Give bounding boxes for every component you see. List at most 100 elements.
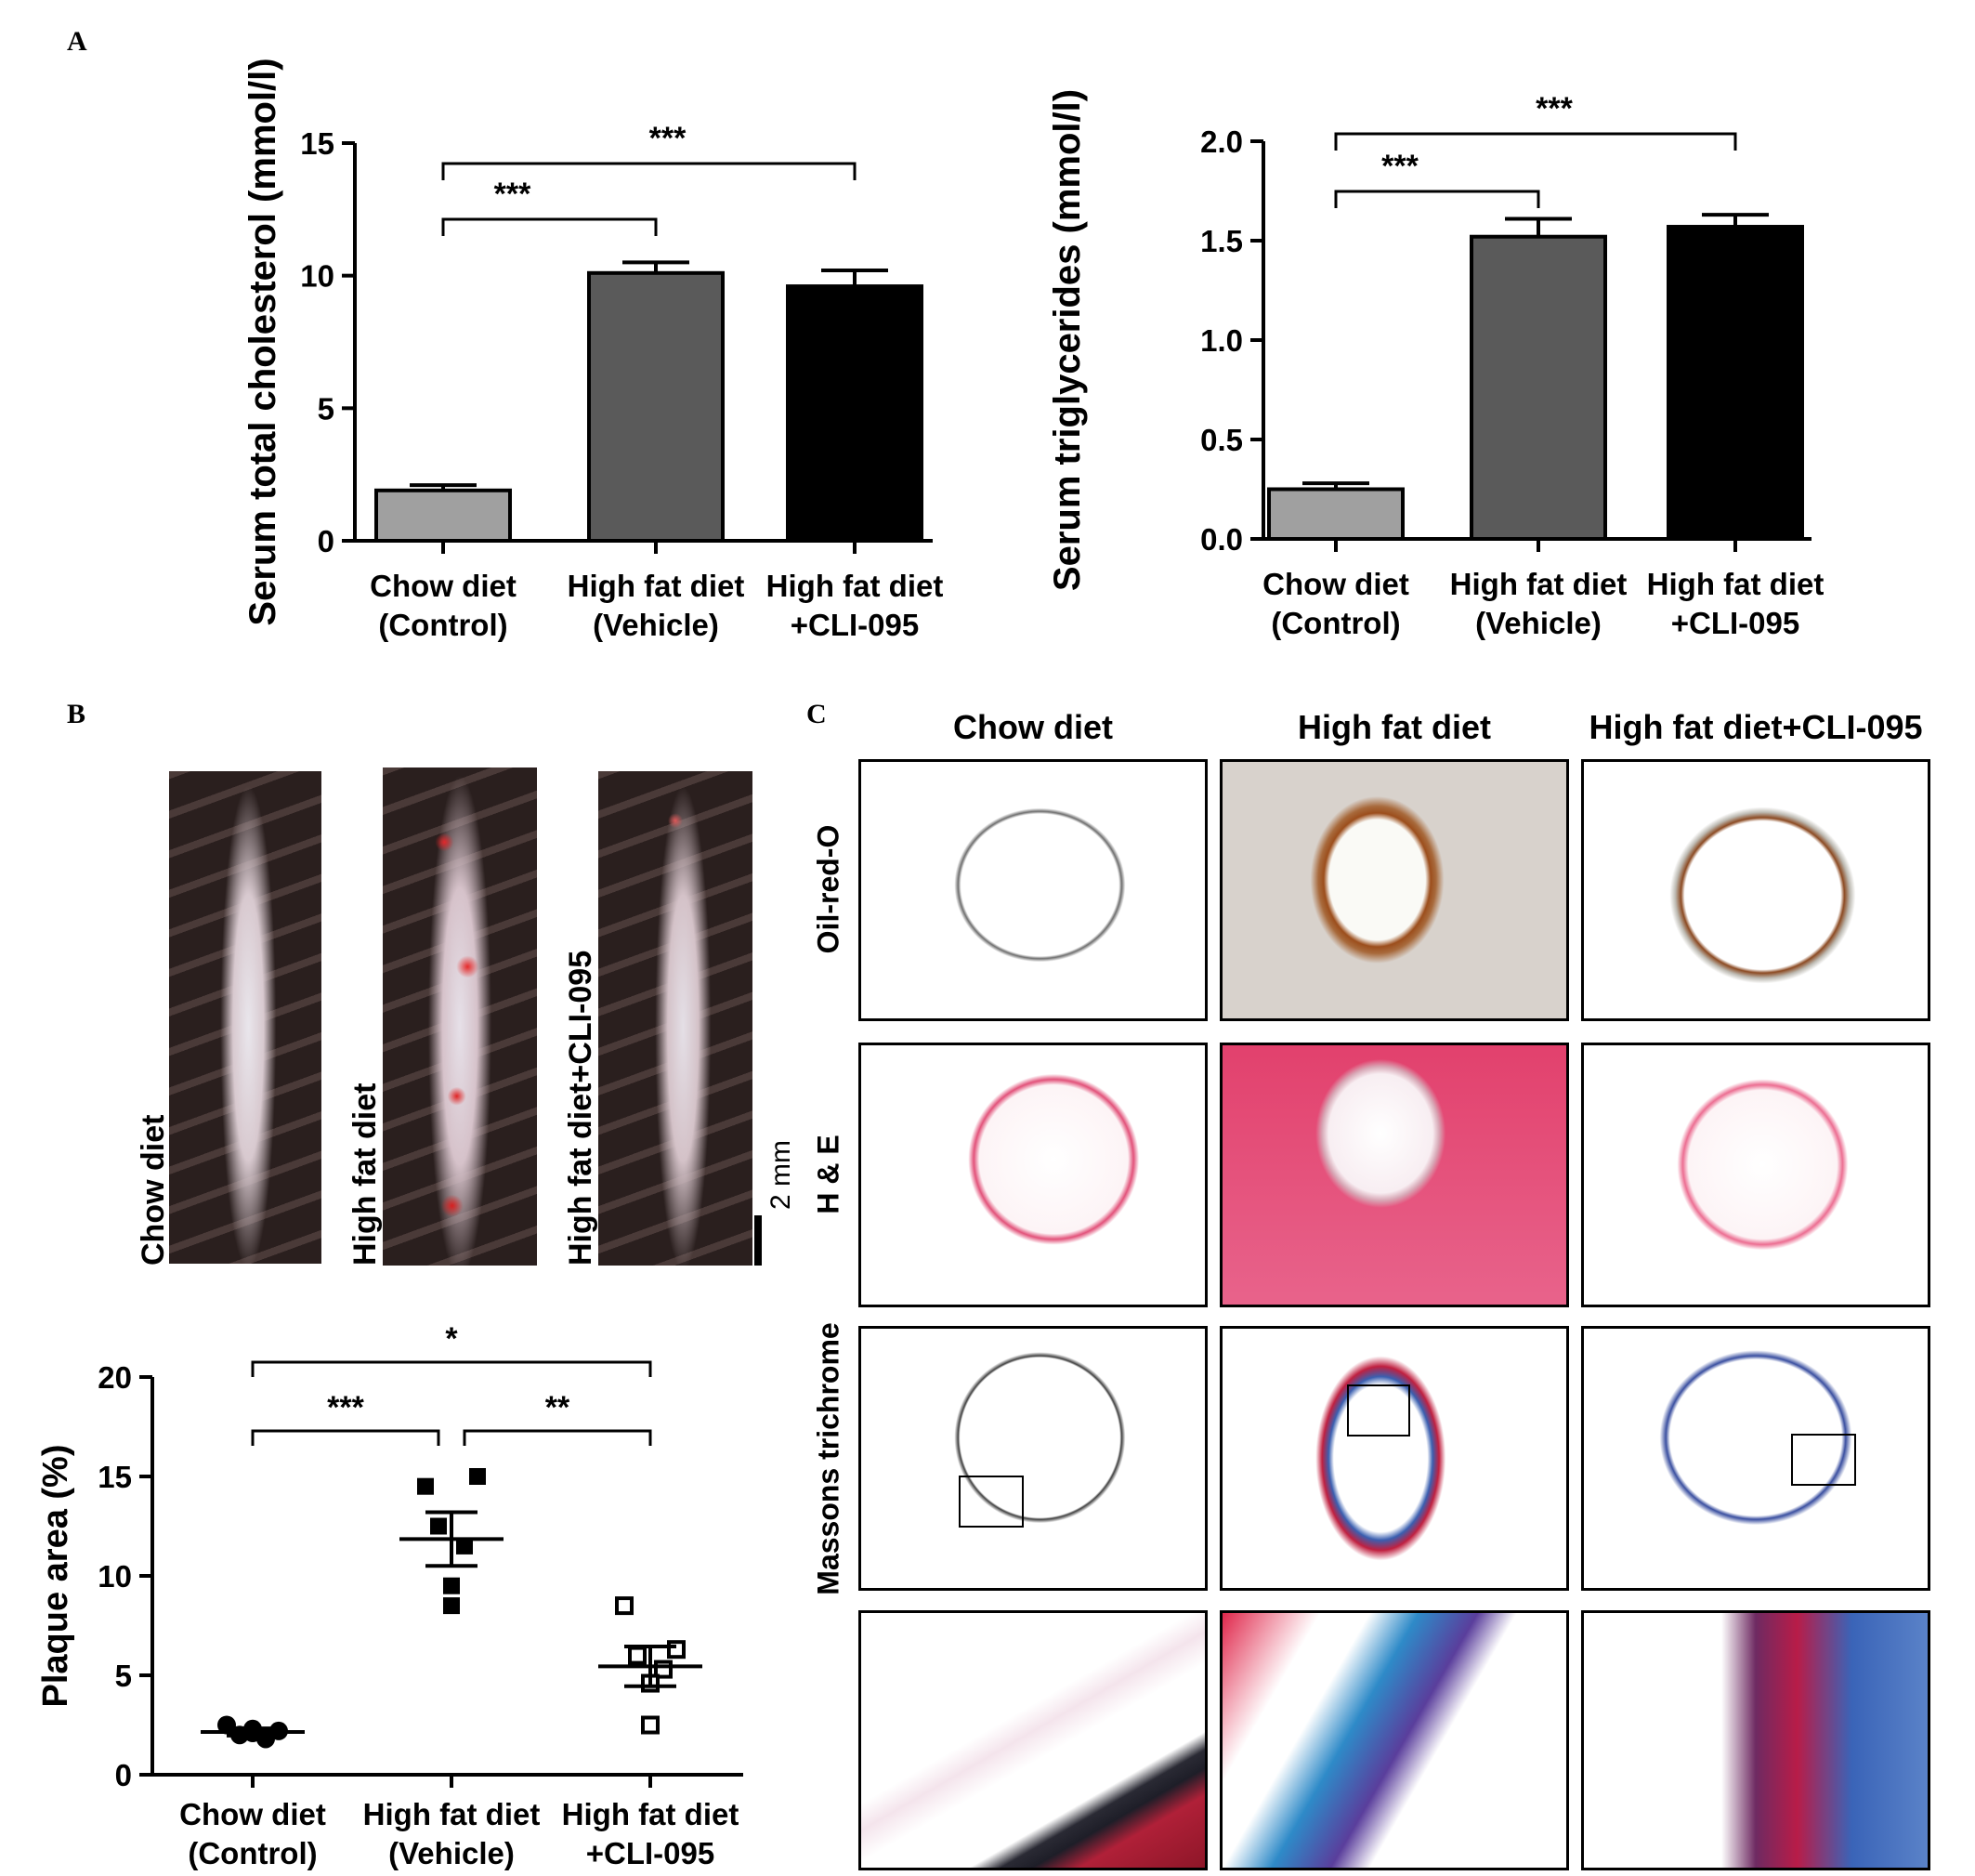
- panel-letter-b: B: [67, 699, 86, 729]
- x-tick-label: +CLI-095: [791, 608, 919, 642]
- y-tick-label: 10: [98, 1559, 132, 1594]
- histology-col-cli095: High fat diet+CLI-095: [1589, 708, 1923, 746]
- histology-col-highfat: High fat diet: [1298, 708, 1491, 746]
- panel-letter-c: C: [806, 699, 827, 729]
- x-tick-label: +CLI-095: [586, 1836, 714, 1870]
- data-point: [443, 1577, 460, 1594]
- significance-bracket: [463, 1429, 652, 1446]
- y-tick-label: 0: [115, 1758, 132, 1792]
- x-tick-label: (Vehicle): [388, 1836, 515, 1870]
- y-tick-label: 15: [98, 1460, 132, 1494]
- bar: [786, 284, 923, 543]
- x-tick-label: (Control): [188, 1836, 317, 1870]
- aorta-label-chow: Chow diet: [136, 1114, 171, 1266]
- histology-row-massons: Massons trichrome: [811, 1322, 845, 1595]
- data-point: [430, 1517, 447, 1535]
- histology-row-oilredo: Oil-red-O: [811, 824, 845, 954]
- aorta-photo-cli095: [598, 771, 752, 1266]
- aorta-photo-chow: [169, 771, 321, 1264]
- histology-tile-he-highfat: [1220, 1043, 1569, 1307]
- histology-tile-zoom-highfat: [1220, 1610, 1569, 1870]
- y-tick-label: 20: [98, 1360, 132, 1395]
- bar: [374, 488, 512, 544]
- aorta-label-highfat: High fat diet: [347, 1082, 383, 1266]
- data-point: [443, 1597, 460, 1615]
- significance-label: **: [545, 1390, 570, 1425]
- x-tick-label: +CLI-095: [1671, 606, 1799, 640]
- histology-row-he: H & E: [811, 1135, 845, 1214]
- x-tick-label: (Control): [1271, 606, 1400, 640]
- scale-bar-label: 2 mm: [765, 1140, 796, 1210]
- histology-tile-he-chow: [858, 1043, 1208, 1307]
- significance-bracket: [441, 217, 658, 236]
- bar: [1667, 225, 1804, 542]
- data-point: [456, 1537, 473, 1555]
- significance-bracket: [251, 1360, 652, 1377]
- scale-bar: [754, 1215, 762, 1266]
- bar: [587, 270, 725, 543]
- x-tick-label: High fat diet: [766, 569, 944, 603]
- y-tick-label: 1.0: [1200, 323, 1243, 358]
- y-tick-label: 5: [318, 391, 334, 426]
- data-point: [667, 1640, 686, 1660]
- significance-bracket: [441, 162, 857, 180]
- significance-label: ***: [494, 177, 531, 212]
- triglycerides-bar-chart: 0.0 0.5 1.0 1.5 2.0 Serum triglycerides (mmol…: [1047, 89, 1825, 640]
- data-point: [417, 1477, 434, 1495]
- histology-tile-zoom-cli095: [1581, 1610, 1930, 1870]
- histology-tile-massons-chow: [858, 1326, 1208, 1591]
- x-tick-label: Chow diet: [1262, 567, 1409, 601]
- y-axis-label: Serum triglycerides (mmol/l): [1047, 89, 1088, 591]
- plaque-area-scatter-chart: 0 5 10 15 20 Plaque area (%) Chow diet (Control…: [36, 1321, 743, 1870]
- data-point: [641, 1715, 660, 1735]
- histology-col-chow: Chow diet: [953, 708, 1113, 746]
- significance-label: ***: [1536, 91, 1573, 126]
- histology-tile-oilredo-cli095: [1581, 759, 1930, 1021]
- histology-tile-oilredo-highfat: [1220, 759, 1569, 1021]
- zoom-box-highfat: [1347, 1384, 1410, 1437]
- y-tick-label: 10: [300, 259, 334, 294]
- zoom-box-cli095: [1791, 1434, 1856, 1486]
- y-tick-label: 5: [115, 1659, 132, 1693]
- aorta-label-cli095: High fat diet+CLI-095: [563, 950, 598, 1266]
- significance-label: *: [445, 1321, 458, 1357]
- significance-bracket: [251, 1429, 440, 1446]
- y-tick-label: 2.0: [1200, 125, 1243, 159]
- x-tick-label: High fat diet: [1450, 567, 1628, 601]
- cholesterol-bar-chart: 0 5 10 15 Serum total cholesterol (mmol/l) Ch…: [242, 58, 944, 642]
- y-axis-label: Plaque area (%): [36, 1445, 75, 1708]
- x-tick-label: High fat diet: [1647, 567, 1825, 601]
- histology-tile-massons-cli095: [1581, 1326, 1930, 1591]
- data-point: [615, 1596, 634, 1616]
- histology-tile-massons-highfat: [1220, 1326, 1569, 1591]
- y-axis-label: Serum total cholesterol (mmol/l): [242, 58, 283, 625]
- bar: [1470, 234, 1607, 541]
- y-tick-label: 1.5: [1200, 224, 1243, 258]
- x-tick-label: High fat diet: [562, 1797, 739, 1831]
- significance-bracket: [1334, 132, 1737, 151]
- histology-tile-he-cli095: [1581, 1043, 1930, 1307]
- x-tick-label: (Vehicle): [1475, 606, 1602, 640]
- x-tick-label: (Control): [378, 608, 507, 642]
- y-tick-label: 15: [300, 126, 334, 161]
- x-tick-label: Chow diet: [370, 569, 517, 603]
- significance-label: ***: [1381, 149, 1419, 184]
- y-tick-label: 0.5: [1200, 423, 1243, 457]
- significance-label: ***: [649, 121, 687, 156]
- y-tick-label: 0.0: [1200, 522, 1243, 557]
- x-tick-label: High fat diet: [363, 1797, 541, 1831]
- x-tick-label: High fat diet: [568, 569, 745, 603]
- zoom-box-chow: [959, 1476, 1024, 1528]
- data-point: [469, 1468, 486, 1485]
- significance-bracket: [1334, 190, 1540, 208]
- histology-tile-zoom-chow: [858, 1610, 1208, 1870]
- significance-label: ***: [327, 1390, 364, 1425]
- bar: [1267, 487, 1405, 541]
- y-tick-label: 0: [318, 524, 334, 558]
- panel-letter-a: A: [67, 26, 87, 57]
- x-tick-label: (Vehicle): [593, 608, 719, 642]
- aorta-photo-highfat: [383, 767, 537, 1266]
- data-point: [628, 1646, 647, 1665]
- x-tick-label: Chow diet: [179, 1797, 326, 1831]
- histology-tile-oilredo-chow: [858, 759, 1208, 1021]
